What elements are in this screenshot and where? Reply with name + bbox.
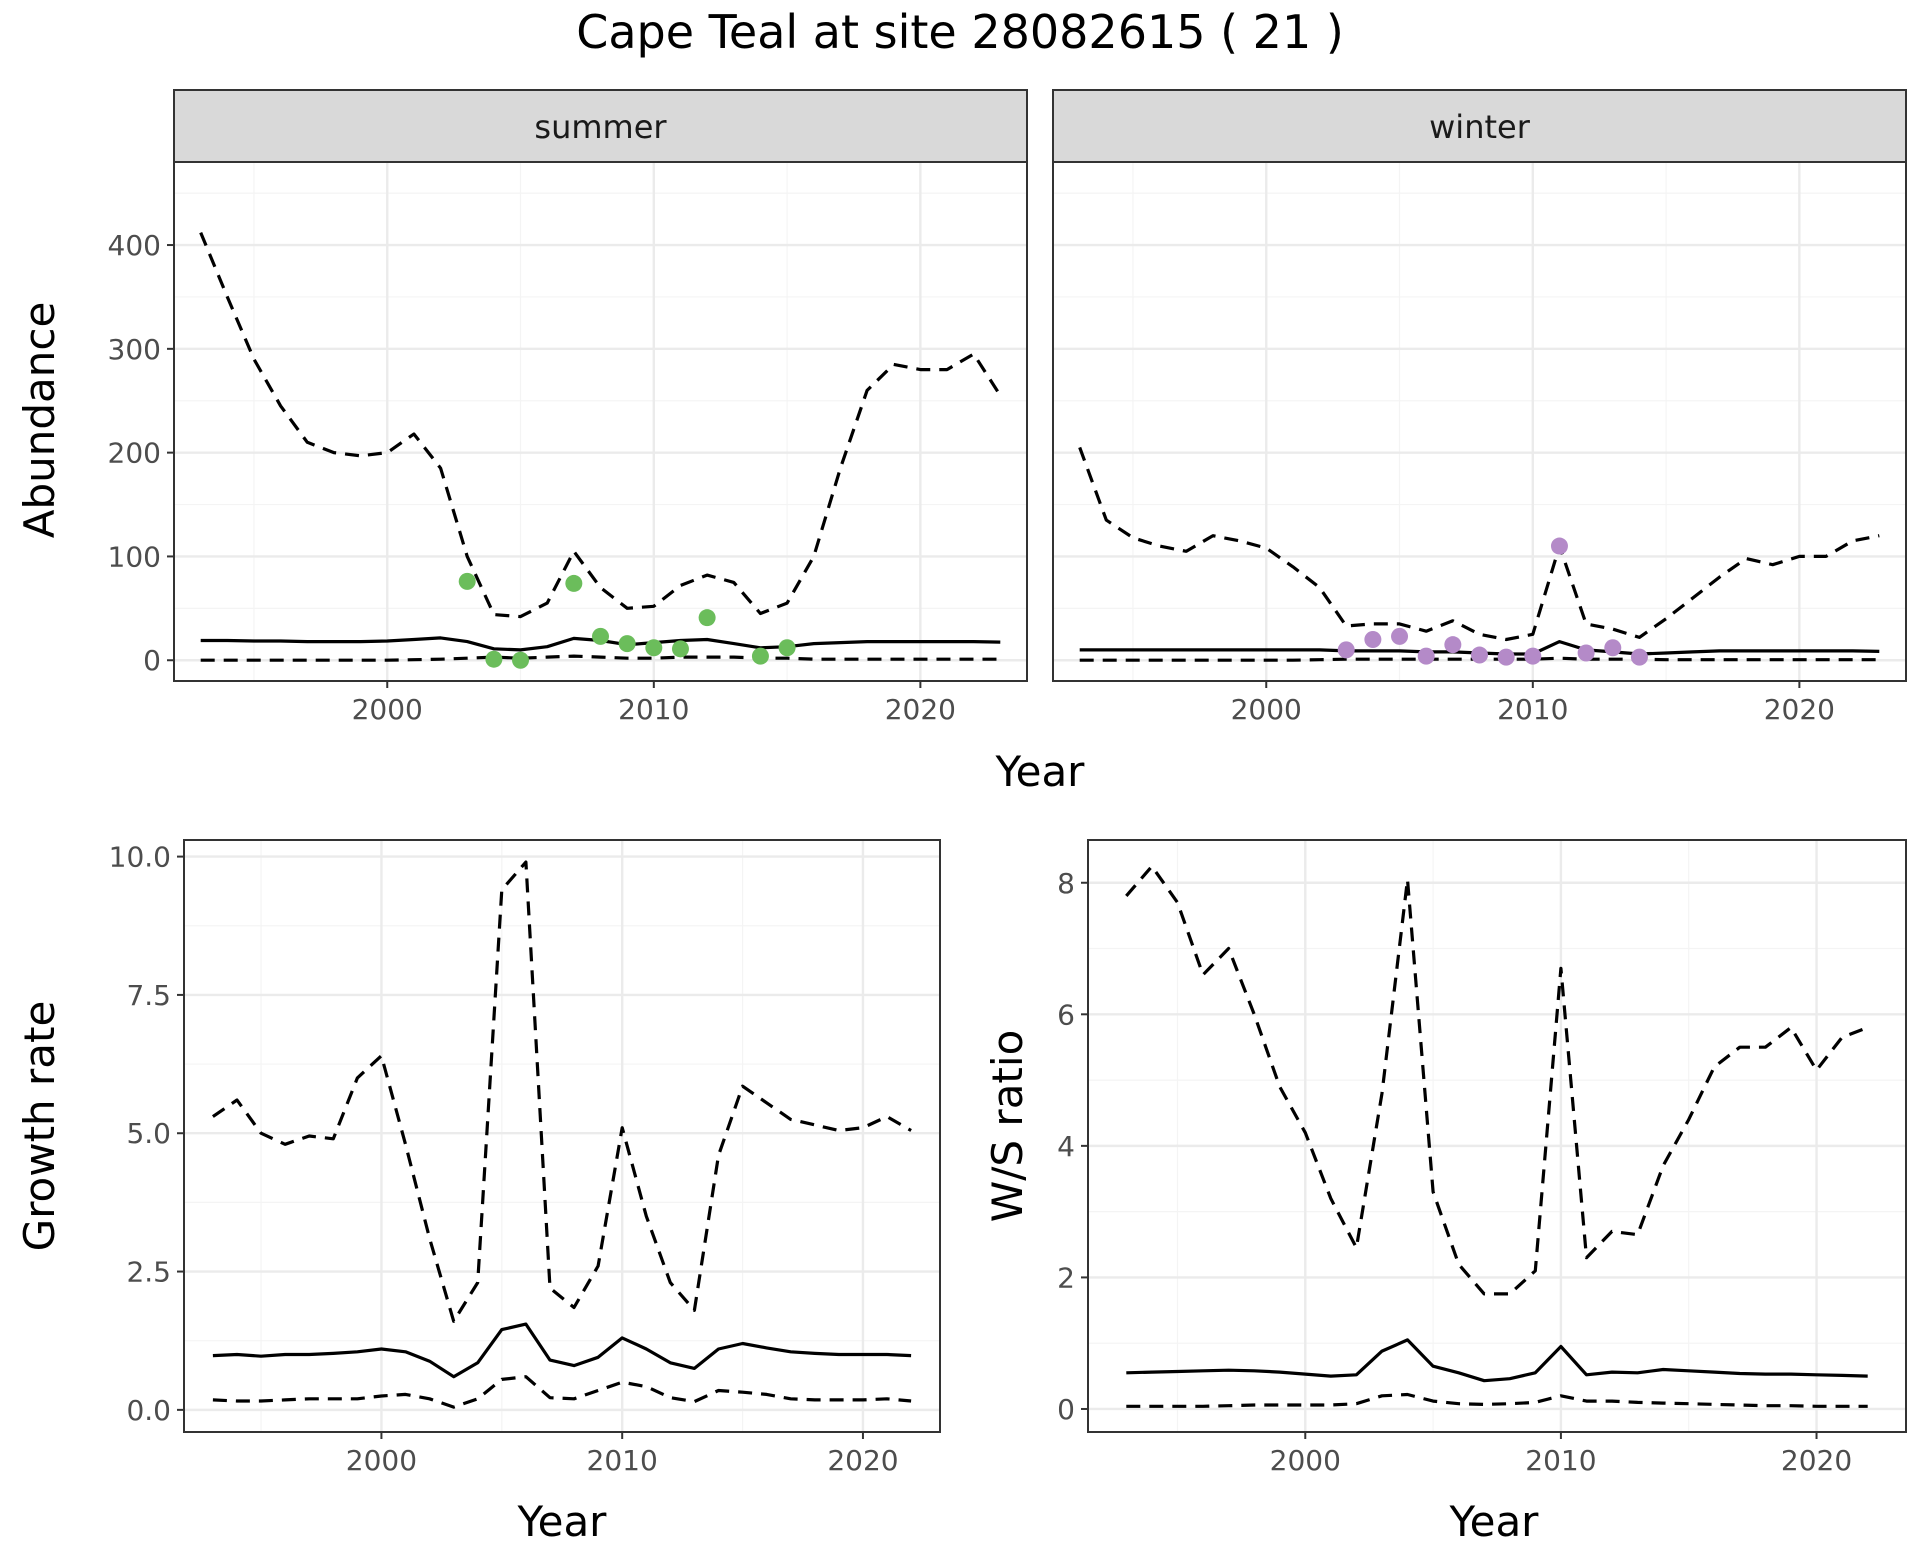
- data-point: [645, 639, 663, 657]
- y-tick-label: 300: [108, 333, 161, 366]
- strip-winter-label: winter: [1429, 108, 1531, 146]
- data-point: [485, 650, 503, 668]
- panel-abundance-summer: summer 2000 2010 2020 0 100 200 300 400: [108, 89, 1028, 726]
- x-tick-label: 2010: [618, 693, 689, 726]
- data-point: [698, 609, 716, 627]
- data-point: [592, 627, 609, 645]
- x-tick-label: 2000: [1270, 1444, 1341, 1477]
- abundance-y-title: Abundance: [15, 302, 64, 539]
- data-point: [1471, 646, 1488, 664]
- data-point: [1444, 636, 1462, 654]
- growth-y-title: Growth rate: [15, 1001, 64, 1252]
- data-point: [512, 651, 530, 669]
- data-point: [778, 639, 796, 657]
- data-point: [1524, 647, 1542, 665]
- y-tick-label: 2: [1057, 1261, 1075, 1294]
- strip-summer: [173, 89, 1028, 163]
- x-tick-label: 2000: [346, 1444, 417, 1477]
- ws-y-title: W/S ratio: [983, 1030, 1032, 1223]
- y-tick-label: 200: [108, 437, 161, 470]
- data-point: [565, 574, 583, 592]
- data-point: [1550, 537, 1568, 555]
- ws-x-title: Year: [1449, 1497, 1540, 1546]
- series-line-upper: [199, 231, 1002, 619]
- series-line-lower: [212, 1375, 912, 1409]
- data-point: [1417, 647, 1435, 665]
- x-tick-label: 2020: [1781, 1444, 1852, 1477]
- strip-winter: [1052, 89, 1907, 163]
- data-point: [1337, 641, 1355, 659]
- data-point: [1604, 639, 1622, 657]
- y-tick-label: 0: [143, 644, 161, 677]
- plot-area-summer: [174, 162, 1027, 681]
- y-tick-label: 4: [1057, 1130, 1075, 1163]
- panel-border: [1052, 161, 1907, 682]
- data-point: [1497, 648, 1515, 666]
- growth-x-title: Year: [517, 1497, 608, 1546]
- y-tick-label: 2.5: [126, 1256, 171, 1289]
- series-line-upper: [211, 860, 912, 1323]
- data-point: [458, 572, 476, 590]
- series-line-lower: [200, 654, 1001, 662]
- y-tick-label: 0: [1057, 1393, 1075, 1426]
- data-point: [751, 647, 769, 665]
- plot-area-growth: [184, 840, 940, 1432]
- abundance-x-title: Year: [995, 747, 1086, 796]
- y-tick-label: 100: [108, 540, 161, 573]
- x-tick-label: 2000: [352, 693, 423, 726]
- x-tick-label: 2020: [827, 1444, 898, 1477]
- x-tick-label: 2020: [1764, 693, 1835, 726]
- panel-ws-ratio: 2000 2010 2020 0 2 4 6 8: [1057, 839, 1907, 1477]
- data-point: [1391, 627, 1409, 645]
- data-point: [671, 640, 689, 658]
- data-point: [1630, 648, 1648, 666]
- panel-growth-rate: 2000 2010 2020 0.0 2.5 5.0 7.5 10.0: [109, 839, 941, 1477]
- x-tick-label: 2020: [885, 693, 956, 726]
- panel-border: [1087, 839, 1907, 1433]
- y-tick-label: 0.0: [126, 1394, 171, 1427]
- series-line-upper: [1078, 446, 1880, 642]
- series-line-lower: [1126, 1392, 1868, 1408]
- y-tick-label: 5.0: [126, 1117, 171, 1150]
- panel-border: [173, 161, 1028, 682]
- series-line-mean: [1126, 1338, 1868, 1383]
- x-tick-label: 2000: [1231, 693, 1302, 726]
- plot-area-ws: [1088, 840, 1906, 1432]
- data-point: [1577, 644, 1595, 662]
- y-tick-label: 6: [1057, 998, 1075, 1031]
- x-tick-label: 2010: [587, 1444, 658, 1477]
- series-line-upper: [1125, 864, 1869, 1296]
- y-tick-label: 400: [108, 229, 161, 262]
- y-tick-label: 10.0: [109, 841, 171, 874]
- y-tick-label: 8: [1057, 867, 1075, 900]
- panel-border: [183, 839, 941, 1433]
- figure-title: Cape Teal at site 28082615 ( 21 ): [576, 5, 1344, 59]
- series-line-mean: [212, 1322, 912, 1379]
- x-tick-label: 2010: [1497, 693, 1568, 726]
- data-point: [618, 635, 636, 653]
- y-tick-label: 7.5: [126, 979, 171, 1012]
- strip-summer-label: summer: [534, 108, 667, 146]
- data-point: [1364, 630, 1382, 648]
- plot-area-winter: [1053, 162, 1906, 681]
- panel-abundance-winter: winter 2000 2010 2020: [1052, 89, 1907, 726]
- x-tick-label: 2010: [1525, 1444, 1596, 1477]
